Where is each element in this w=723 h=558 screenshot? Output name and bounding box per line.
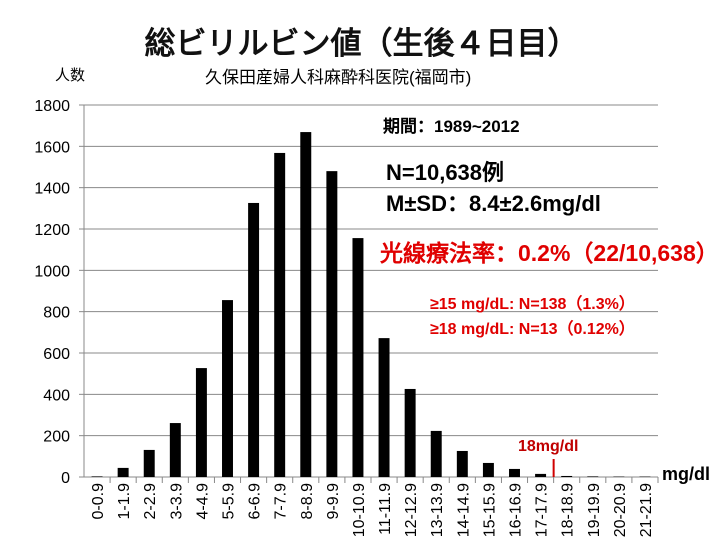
y-axis-label: 人数 (55, 67, 86, 84)
y-tick-label: 1600 (34, 139, 70, 156)
bar (352, 238, 364, 477)
bar (143, 449, 155, 477)
x-tick-label: 17-17.9 (534, 483, 551, 537)
x-tick-label: 15-15.9 (481, 483, 498, 537)
mean-sd-annotation: M±SD：8.4±2.6mg/dl (386, 191, 601, 216)
bar (91, 476, 103, 477)
y-tick-label: 400 (43, 387, 70, 404)
y-tick-label: 600 (43, 346, 70, 363)
period-annotation: 期間：1989~2012 (383, 117, 520, 136)
x-tick-label: 11-11.9 (377, 483, 394, 535)
bar (195, 368, 207, 477)
bar (300, 132, 312, 477)
x-tick-label: 18-18.9 (560, 483, 577, 537)
x-tick-label: 10-10.9 (351, 483, 368, 537)
y-tick-label: 800 (43, 305, 70, 322)
bar (482, 462, 494, 477)
x-tick-label: 2-2.9 (142, 483, 159, 520)
y-tick-label: 0 (61, 470, 70, 487)
x-tick-label: 6-6.9 (247, 483, 264, 520)
bar (274, 152, 286, 478)
ge15-annotation: ≥15 mg/dL: N=138（1.3%） (430, 296, 635, 313)
bar (117, 467, 129, 477)
y-tick-label: 1000 (34, 263, 70, 280)
x-tick-label: 3-3.9 (168, 483, 185, 520)
bar (535, 473, 547, 477)
x-tick-label: 7-7.9 (273, 483, 290, 520)
x-tick-label: 8-8.9 (299, 483, 316, 520)
bar (378, 338, 390, 477)
x-tick-label: 14-14.9 (455, 483, 472, 537)
x-tick-label: 4-4.9 (194, 483, 211, 520)
x-axis-label: mg/dl (662, 464, 710, 484)
bar (169, 423, 181, 477)
x-tick-label: 0-0.9 (90, 483, 107, 520)
y-tick-label: 1400 (34, 181, 70, 198)
chart-title: 総ビリルビン値（生後４日目） (144, 26, 579, 61)
y-tick-label: 200 (43, 429, 70, 446)
x-tick-label: 13-13.9 (429, 483, 446, 537)
bar (404, 388, 416, 477)
bar (326, 171, 338, 477)
x-tick-label: 1-1.9 (116, 483, 133, 520)
bar (456, 450, 468, 477)
x-tick-label: 9-9.9 (325, 483, 342, 520)
bar (509, 468, 520, 477)
ge18-annotation: ≥18 mg/dL: N=13（0.12%） (430, 321, 635, 338)
x-tick-label: 12-12.9 (403, 483, 420, 537)
bar (587, 476, 599, 477)
y-tick-label: 1800 (34, 98, 70, 115)
phototherapy-rate-annotation: 光線療法率：0.2%（22/10,638） (380, 240, 719, 266)
x-tick-label: 19-19.9 (586, 483, 603, 537)
x-tick-label: 20-20.9 (612, 483, 629, 537)
x-tick-label: 5-5.9 (221, 483, 238, 520)
sample-size-annotation: N=10,638例 (386, 160, 505, 185)
chart-subtitle: 久保田産婦人科麻酔科医院(福岡市) (205, 68, 472, 87)
x-tick-label: 16-16.9 (508, 483, 525, 537)
x-tick-label: 21-21.9 (638, 483, 655, 537)
bar (222, 300, 233, 477)
bar (248, 202, 260, 477)
bar (561, 475, 573, 477)
bar (430, 430, 442, 477)
marker-label: 18mg/dl (518, 438, 579, 455)
y-tick-label: 1200 (34, 222, 70, 239)
